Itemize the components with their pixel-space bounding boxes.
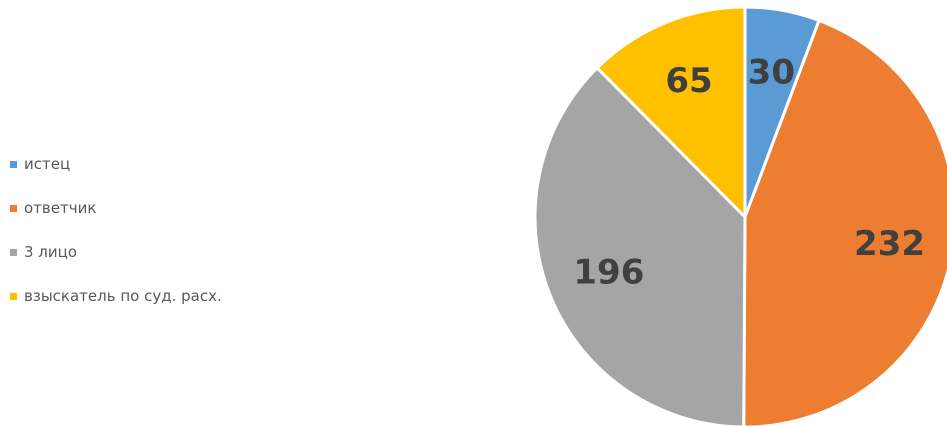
slice-cost-claimant	[595, 5, 747, 221]
legend-swatch	[10, 160, 17, 168]
legend-label: 3 лицо	[24, 243, 78, 261]
data-label: 196	[573, 253, 644, 293]
chart-legend: истец ответчик 3 лицо взыскатель по суд.…	[10, 142, 430, 318]
pie-slices	[533, 5, 947, 426]
legend-item-third-party: 3 лицо	[10, 230, 430, 274]
data-label: 65	[665, 61, 712, 101]
legend-swatch	[10, 248, 17, 256]
legend-label: истец	[24, 155, 71, 173]
legend-item-defendant: ответчик	[10, 186, 430, 230]
legend-label: взыскатель по суд. расх.	[24, 287, 222, 305]
slice-defendant	[742, 18, 947, 426]
legend-item-plaintiff: истец	[10, 142, 430, 186]
legend-item-cost-claimant: взыскатель по суд. расх.	[10, 274, 430, 318]
legend-label: ответчик	[24, 199, 97, 217]
slice-third-party	[533, 65, 747, 426]
legend-swatch	[10, 292, 17, 300]
legend-swatch	[10, 204, 17, 212]
pie-data-labels: 30 232 196 65	[573, 52, 925, 292]
data-label: 232	[854, 224, 925, 264]
data-label: 30	[748, 52, 795, 92]
